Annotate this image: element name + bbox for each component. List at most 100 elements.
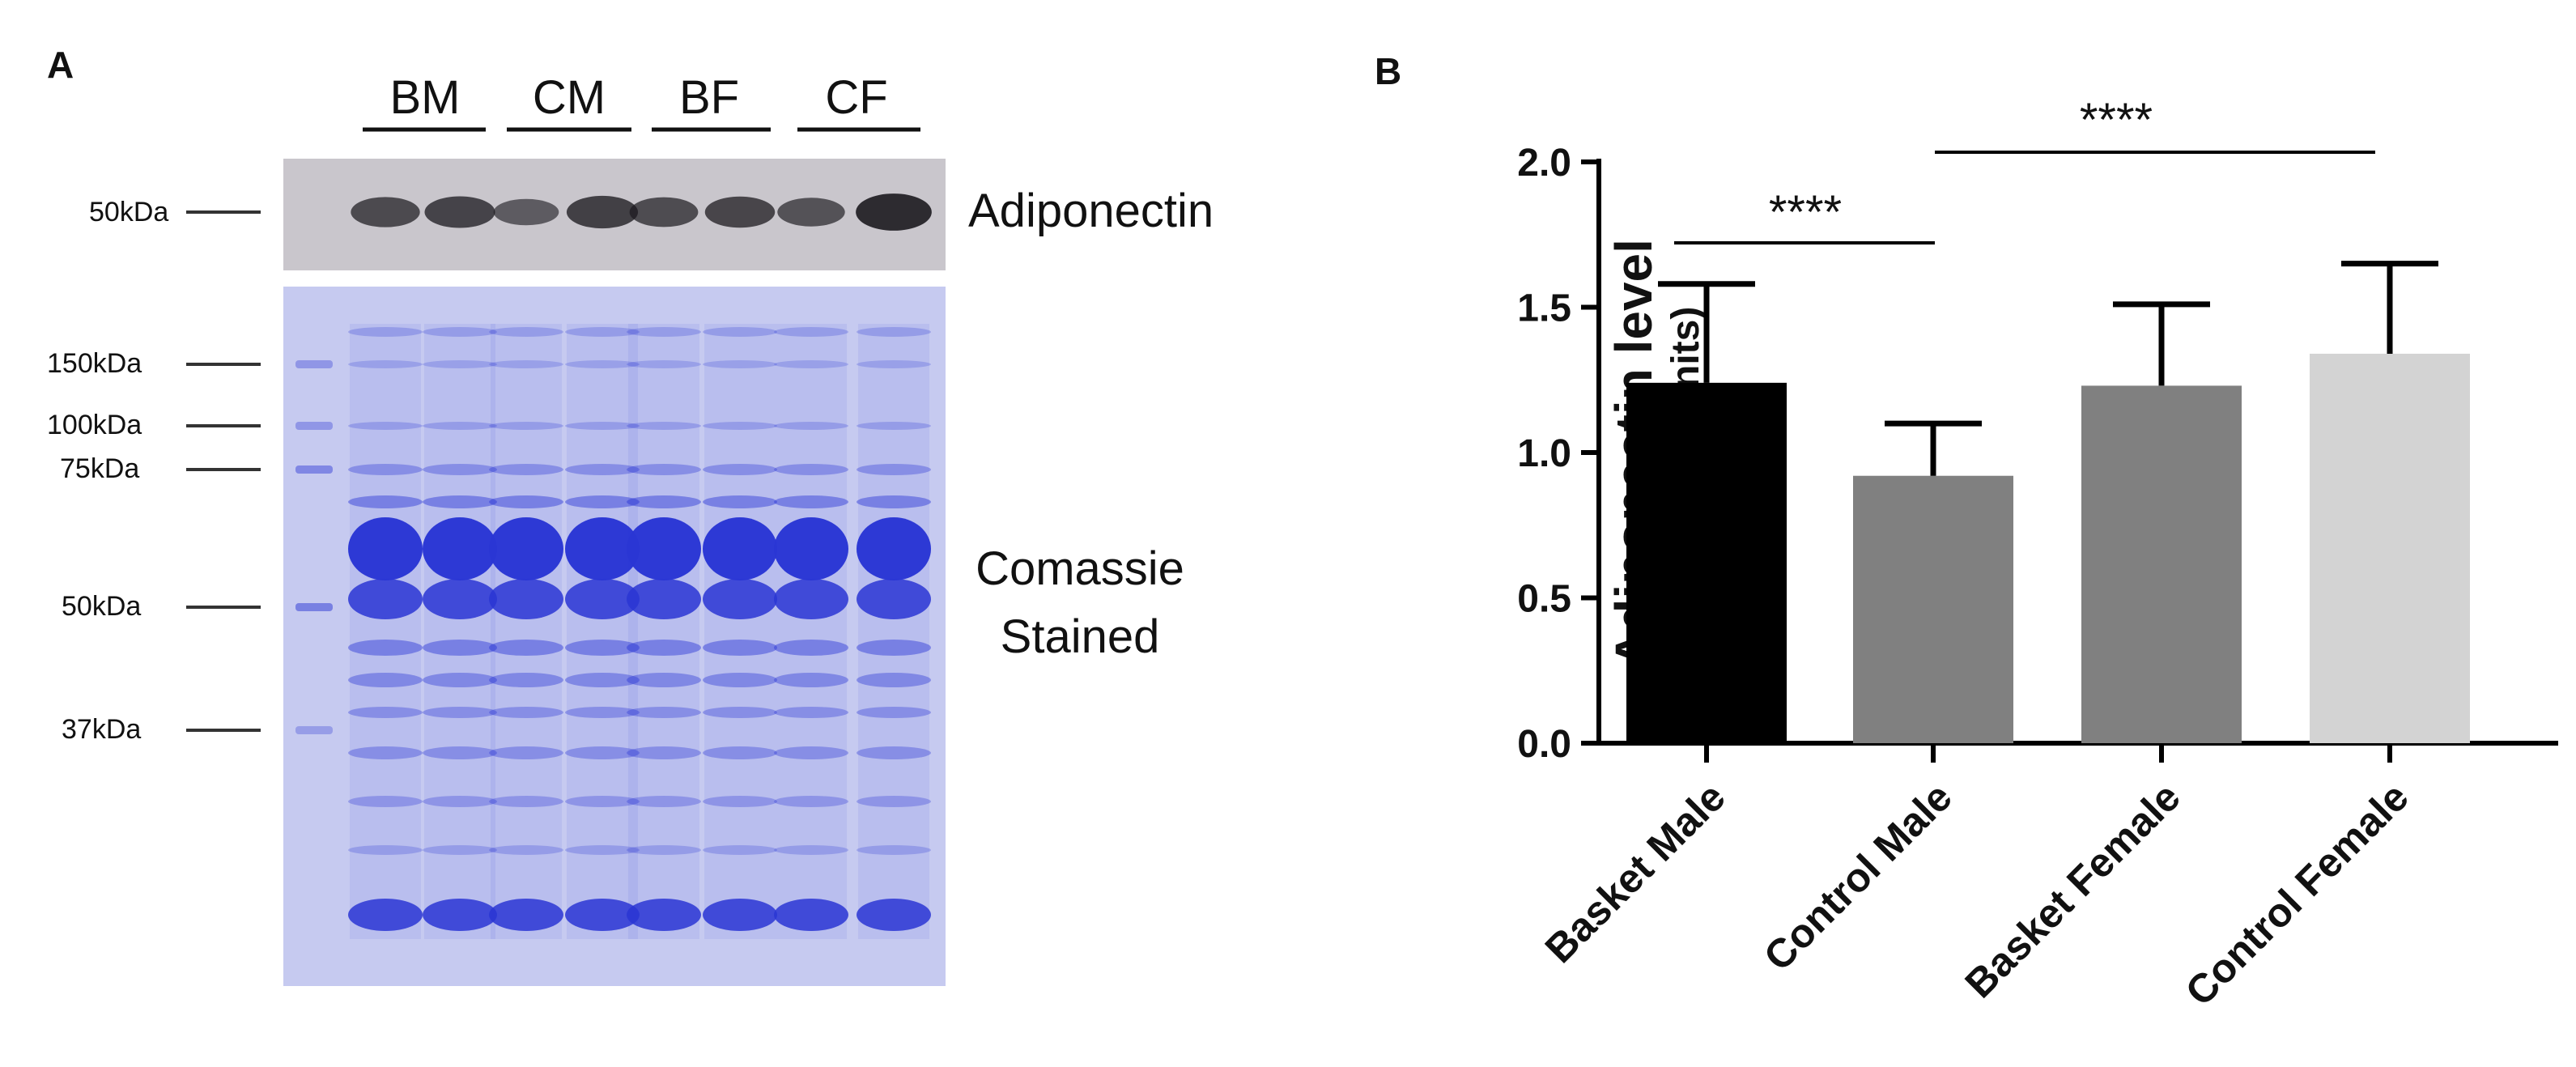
gel-band	[423, 517, 497, 580]
gel-band	[857, 464, 931, 475]
adiponectin-band	[424, 196, 495, 228]
gel-band	[857, 707, 931, 718]
gel-band	[627, 360, 701, 368]
y-tick-label: 0.5	[1517, 578, 1571, 621]
gel-band	[774, 640, 848, 656]
gel-band	[348, 746, 423, 759]
lane-group-headers: BM CM BF CF	[363, 71, 920, 132]
gel-lane-smear	[424, 324, 495, 939]
gel-band	[423, 746, 497, 759]
gel-band	[627, 422, 701, 430]
gel-band	[627, 640, 701, 656]
y-tick-label: 2.0	[1517, 142, 1571, 185]
y-tick-label: 1.0	[1517, 432, 1571, 475]
gel-band	[627, 579, 701, 619]
gel-lane-smear	[776, 324, 847, 939]
gel-band	[489, 746, 563, 759]
gel-band	[627, 327, 701, 337]
gel-band	[489, 517, 563, 580]
gel-band	[348, 796, 423, 807]
x-tick-label: Basket Male	[1537, 774, 1734, 971]
gel-band	[774, 464, 848, 475]
gel-band	[348, 517, 423, 580]
gel-band	[774, 422, 848, 430]
adiponectin-band	[704, 196, 776, 228]
gel-band	[774, 899, 848, 931]
gel-band	[565, 746, 640, 759]
ladder-band	[295, 422, 333, 430]
gel-band	[423, 673, 497, 687]
x-tick-label: Control Male	[1755, 774, 1961, 980]
gel-band	[348, 579, 423, 619]
blot-figure: A BM CM BF CF 50kDa Adiponectin 150kDa 1…	[47, 44, 1214, 986]
gel-band	[489, 899, 563, 931]
adiponectin-band	[351, 197, 420, 227]
gel-band	[703, 746, 777, 759]
gel-band	[774, 327, 848, 337]
gel-band	[348, 360, 423, 368]
gel-band	[627, 796, 701, 807]
adiponectin-bar-chart: B Adiponectin level (Arbitrary units) 0.…	[1375, 50, 2558, 1014]
gel-band	[348, 673, 423, 687]
gel-band	[565, 707, 640, 718]
panel-a-label: A	[47, 44, 74, 86]
gel-band	[627, 517, 701, 580]
panel-b-chart: B Adiponectin level (Arbitrary units) 0.…	[1311, 0, 2576, 1067]
gel-marker-150kda: 150kDa	[47, 348, 142, 379]
gel-markers: 150kDa 100kDa 75kDa 50kDa 37kDa	[47, 348, 261, 745]
gel-band	[565, 673, 640, 687]
gel-lane-smear	[491, 324, 562, 939]
gel-band	[565, 327, 640, 337]
bar-control-female	[2310, 353, 2470, 743]
adiponectin-label: Adiponectin	[968, 185, 1214, 237]
gel-band	[423, 360, 497, 368]
panel-a-blot: A BM CM BF CF 50kDa Adiponectin 150kDa 1…	[47, 44, 1214, 986]
gel-band	[565, 495, 640, 508]
gel-lanes	[295, 324, 931, 939]
gel-band	[423, 422, 497, 430]
gel-band	[348, 464, 423, 475]
gel-band	[489, 845, 563, 855]
bar-control-male	[1853, 475, 2013, 743]
gel-lane-smear	[350, 324, 421, 939]
gel-band	[423, 899, 497, 931]
gel-band	[423, 640, 497, 656]
gel-band	[565, 517, 640, 580]
gel-band	[348, 327, 423, 337]
gel-band	[774, 579, 848, 619]
gel-band	[489, 360, 563, 368]
x-tick-label: Control Female	[2177, 774, 2417, 1014]
gel-band	[703, 673, 777, 687]
gel-band	[348, 899, 423, 931]
gel-band	[348, 422, 423, 430]
gel-band	[489, 796, 563, 807]
chart-bars	[1626, 353, 2470, 743]
gel-band	[703, 707, 777, 718]
gel-marker-100kda: 100kDa	[47, 410, 142, 440]
gel-band	[857, 845, 931, 855]
gel-band	[627, 673, 701, 687]
ladder-band	[295, 603, 333, 611]
gel-band	[857, 517, 931, 580]
gel-band	[489, 327, 563, 337]
gel-band	[703, 327, 777, 337]
adiponectin-band	[856, 193, 932, 231]
gel-band	[565, 579, 640, 619]
gel-band	[489, 464, 563, 475]
gel-band	[565, 845, 640, 855]
gel-band	[565, 360, 640, 368]
gel-lane-smear	[858, 324, 929, 939]
lane-group-bm: BM	[390, 71, 461, 124]
gel-band	[627, 464, 701, 475]
gel-band	[423, 464, 497, 475]
gel-band	[857, 360, 931, 368]
significance-label-2: ****	[2080, 94, 2153, 147]
gel-band	[423, 707, 497, 718]
chart-error-bars	[1658, 261, 2438, 476]
gel-band	[627, 746, 701, 759]
panel-b-label: B	[1375, 50, 1401, 92]
gel-band	[857, 746, 931, 759]
gel-band	[703, 640, 777, 656]
gel-band	[627, 845, 701, 855]
